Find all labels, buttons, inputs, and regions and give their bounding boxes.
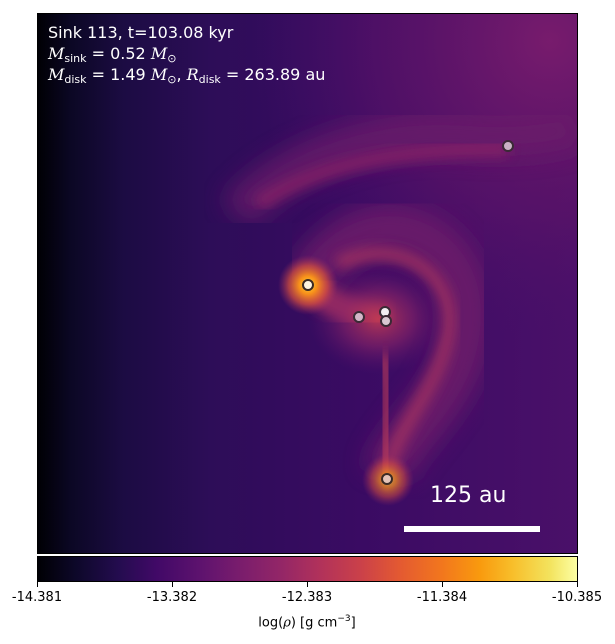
colorbar-tick: [442, 582, 443, 587]
colorbar-tick: [577, 582, 578, 587]
colorbar-tick-label: -12.383: [281, 590, 333, 605]
colorbar-tick: [37, 582, 38, 587]
density-map: [38, 14, 577, 553]
sink-particle-icon: [380, 315, 392, 327]
density-projection-image: Sink 113, t=103.08 kyr Msink = 0.52 M⊙ M…: [37, 13, 578, 554]
colorbar-tick-label: -11.384: [416, 590, 468, 605]
sink-time-label: Sink 113, t=103.08 kyr: [48, 23, 234, 42]
colorbar: [37, 556, 578, 582]
sink-particle-icon: [302, 279, 314, 291]
sink-particle-icon: [381, 473, 393, 485]
colorbar-tick-label: -14.381: [11, 590, 63, 605]
scale-bar: [404, 526, 540, 532]
sink-particle-icon: [353, 311, 365, 323]
scale-bar-label: 125 au: [430, 483, 507, 508]
colorbar-tick-label: -10.385: [551, 590, 603, 605]
sink-mass-label: Msink = 0.52 M⊙: [48, 44, 177, 65]
colorbar-label: log(ρ) [g cm−3]: [258, 614, 356, 631]
disk-properties-label: Mdisk = 1.49 M⊙, Rdisk = 263.89 au: [48, 65, 326, 86]
colorbar-tick: [172, 582, 173, 587]
colorbar-tick: [307, 582, 308, 587]
sink-particle-icon: [502, 140, 514, 152]
colorbar-tick-label: -13.382: [146, 590, 198, 605]
